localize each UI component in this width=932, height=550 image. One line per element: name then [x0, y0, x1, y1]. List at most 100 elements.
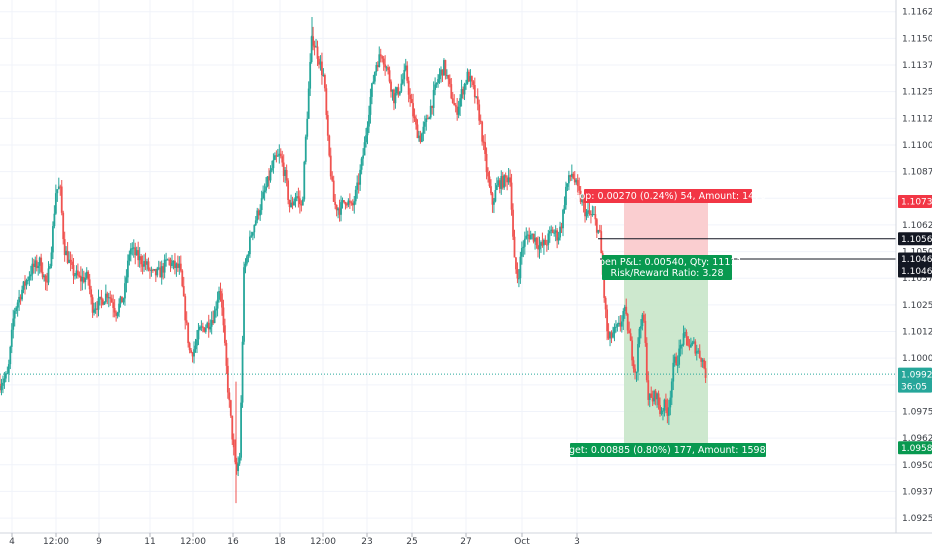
candle-body — [685, 331, 688, 337]
x-tick-label: 25 — [406, 537, 417, 547]
candle-body — [134, 247, 137, 256]
candle-body — [409, 94, 412, 99]
candle-body — [397, 87, 400, 95]
candle-body — [363, 142, 366, 156]
candle-body — [494, 190, 497, 202]
candle-body — [422, 126, 425, 134]
candle-body — [154, 269, 157, 276]
candle-body — [597, 229, 600, 233]
x-tick-label: 4 — [9, 537, 15, 547]
candle-body — [604, 297, 607, 310]
candle-body — [434, 84, 437, 90]
candle-body — [629, 333, 632, 341]
candle-body — [454, 105, 457, 107]
candle-body — [276, 155, 279, 157]
candle-body — [516, 269, 519, 279]
candle-body — [503, 175, 506, 188]
candle-body — [43, 275, 45, 278]
candle-body — [84, 277, 87, 283]
candle-body — [93, 309, 95, 313]
candle-body — [592, 214, 595, 216]
countdown-label — [898, 379, 932, 393]
candle-body — [570, 173, 573, 177]
candle-body — [581, 199, 584, 203]
candle-body — [412, 103, 414, 117]
candle-body — [642, 314, 645, 321]
candle-body — [378, 54, 381, 68]
candle-body — [250, 235, 253, 237]
candle-body — [197, 329, 200, 340]
candle-body — [182, 286, 185, 297]
y-tick-label: 1.09250 — [902, 514, 932, 524]
candle-body — [610, 332, 613, 338]
candle-body — [47, 268, 50, 283]
stop-loss-zone[interactable] — [624, 201, 708, 260]
candle-body — [579, 190, 582, 203]
candle-body — [187, 322, 190, 344]
candle-body — [670, 381, 673, 398]
candle-body — [321, 61, 323, 76]
candle-body — [410, 98, 413, 104]
candle-body — [309, 61, 312, 89]
candle-body — [437, 79, 439, 83]
candle-body — [222, 307, 225, 326]
candle-body — [557, 237, 560, 241]
candle-body — [469, 76, 472, 82]
candle-body — [510, 182, 513, 210]
candle-body — [147, 261, 150, 270]
candle-body — [63, 239, 66, 256]
candle-body — [237, 463, 240, 472]
candle-body — [381, 56, 384, 59]
time-axis[interactable]: 4 12:00 9 11 12:00 16 18 12:00 23 25 27 Oct 3 — [9, 533, 580, 547]
candle-body — [37, 265, 40, 269]
candle-body — [256, 210, 259, 221]
candle-body — [9, 346, 12, 365]
candle-body — [444, 60, 447, 76]
candle-body — [403, 69, 406, 80]
candle-body — [491, 193, 494, 205]
candle-body — [665, 399, 667, 408]
candle-body — [587, 210, 589, 213]
candle-body — [432, 89, 435, 108]
candle-body — [425, 118, 428, 122]
candle-body — [99, 296, 101, 299]
candle-body — [231, 415, 234, 440]
candle-body — [595, 219, 598, 233]
candle-body — [582, 199, 585, 204]
candle-body — [28, 276, 31, 281]
candle-body — [216, 299, 219, 309]
candle-body — [162, 266, 165, 273]
candle-body — [500, 175, 503, 189]
y-tick-label: 1.10125 — [902, 328, 932, 338]
candle-body — [369, 96, 372, 115]
candle-body — [307, 88, 310, 119]
candle-body — [657, 393, 660, 406]
candle-body — [684, 331, 686, 334]
candle-body — [394, 93, 397, 104]
candle-body — [391, 89, 394, 92]
candle-body — [653, 390, 656, 402]
candle-body — [254, 220, 257, 226]
stop-price-label — [898, 194, 932, 208]
candle-body — [201, 326, 204, 328]
candle-body — [163, 259, 166, 273]
candle-body — [53, 213, 56, 227]
candle-body — [288, 199, 291, 208]
candle-body — [476, 96, 479, 105]
candle-body — [350, 202, 353, 204]
candle-body — [371, 83, 373, 97]
candle-body — [453, 103, 456, 106]
candle-body — [346, 204, 348, 206]
candle-body — [41, 271, 44, 278]
y-tick-label: 1.10000 — [902, 354, 932, 364]
candle-body — [470, 76, 473, 82]
candle-body — [429, 105, 432, 118]
candle-body — [313, 45, 316, 48]
entry-price-label-2-text: 1.10465 — [901, 267, 932, 277]
candle-body — [641, 314, 644, 327]
candle-body — [512, 209, 514, 237]
candle-body — [0, 383, 1, 391]
candle-body — [563, 205, 566, 210]
candle-body — [175, 263, 178, 269]
